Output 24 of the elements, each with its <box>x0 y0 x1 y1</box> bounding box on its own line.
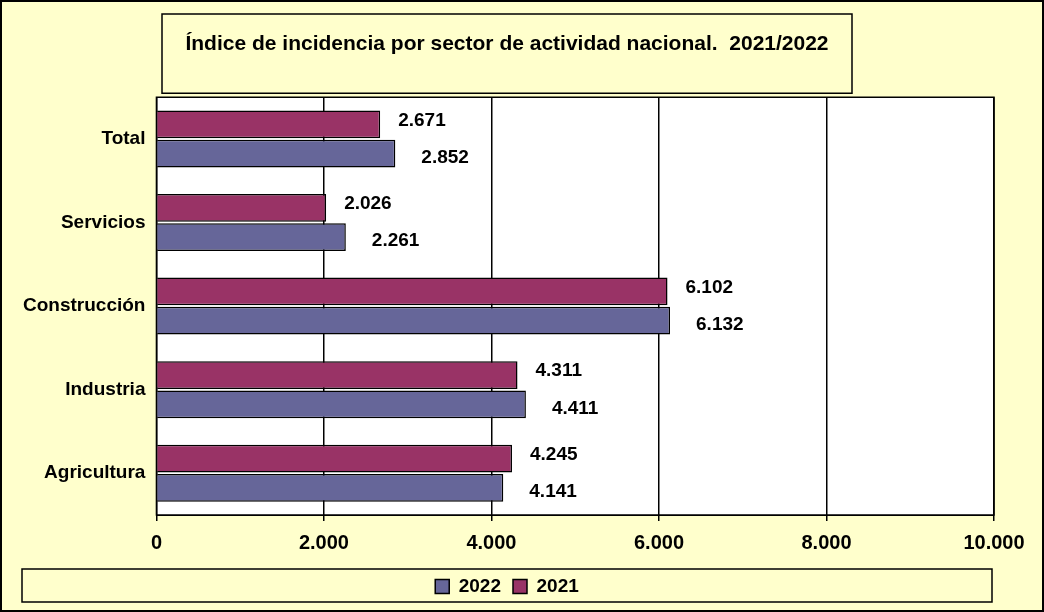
data-label: 2.026 <box>344 192 392 214</box>
chart-title: Índice de incidencia por sector de actividad nacional. 2021/2022 <box>185 31 829 55</box>
data-label: 6.102 <box>685 275 734 297</box>
data-label: 2.671 <box>398 108 447 130</box>
legend-label: 2022 <box>458 574 502 596</box>
y-tick-label: Total <box>101 127 146 149</box>
y-tick-label: Industria <box>65 377 146 399</box>
data-label: 2.261 <box>371 229 420 251</box>
data-label: 4.141 <box>529 480 578 502</box>
data-label: 4.311 <box>535 359 583 381</box>
x-tick-label: 10.000 <box>963 530 1025 553</box>
data-label: 4.411 <box>551 396 599 418</box>
y-tick-label: Agricultura <box>44 461 146 483</box>
data-label: 4.245 <box>529 442 578 464</box>
data-label: 2.852 <box>421 145 469 167</box>
x-tick-label: 6.000 <box>633 530 685 553</box>
y-tick-label: Construcción <box>23 294 146 316</box>
data-label: 6.132 <box>696 312 744 334</box>
x-tick-label: 0 <box>150 530 163 553</box>
x-tick-label: 2.000 <box>298 530 349 553</box>
y-tick-label: Servicios <box>60 210 146 232</box>
x-tick-label: 8.000 <box>801 530 852 553</box>
x-tick-label: 4.000 <box>466 530 517 553</box>
legend-label: 2021 <box>536 574 580 596</box>
